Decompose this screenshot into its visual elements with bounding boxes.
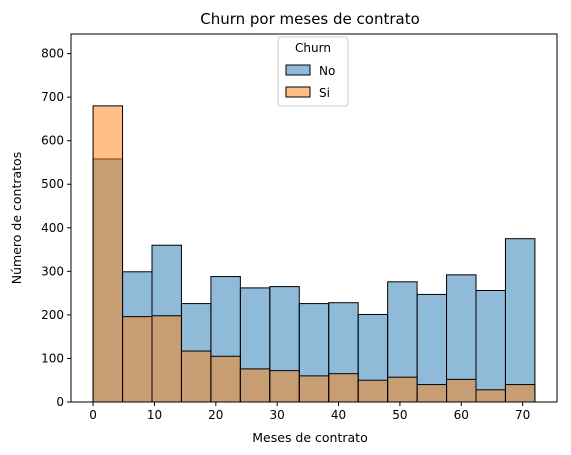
x-tick-label: 10 [147, 408, 162, 422]
bar-si-0 [92, 105, 124, 403]
chart-title: Churn por meses de contrato [200, 10, 420, 28]
bar-si-7 [298, 375, 330, 403]
bar-si-2 [151, 315, 182, 403]
y-axis-title: Número de contratos [9, 152, 24, 284]
y-tick-label: 700 [41, 90, 64, 104]
bar-si-14 [504, 384, 536, 403]
y-tick-label: 100 [41, 351, 64, 365]
bar-si-10 [387, 376, 418, 403]
bar-si-1 [122, 316, 153, 403]
x-tick-label: 70 [515, 408, 530, 422]
bar-si-9 [357, 379, 389, 403]
plot-area [92, 105, 536, 403]
x-axis-title: Meses de contrato [252, 430, 367, 445]
y-tick-label: 400 [41, 221, 64, 235]
legend-label-si: Si [319, 86, 330, 100]
plot-frame [70, 33, 558, 403]
y-tick-label: 800 [41, 47, 64, 61]
bar-si-5 [239, 368, 271, 403]
x-tick-label: 0 [89, 408, 97, 422]
y-tick-label: 600 [41, 134, 64, 148]
bar-no-13 [475, 290, 506, 403]
bar-si-13 [475, 389, 506, 403]
x-tick-label: 30 [270, 408, 285, 422]
bar-si-12 [446, 378, 477, 403]
x-tick-label: 20 [208, 408, 223, 422]
y-tick-label: 500 [41, 177, 64, 191]
legend-swatch-si [285, 86, 311, 98]
bar-si-6 [269, 370, 300, 403]
y-tick-label: 200 [41, 308, 64, 322]
bar-no-11 [416, 293, 448, 403]
x-tick-label: 50 [392, 408, 407, 422]
y-tick-label: 300 [41, 264, 64, 278]
x-tick-label: 40 [331, 408, 346, 422]
legend-swatch-no [285, 64, 311, 76]
x-tick-label: 60 [454, 408, 469, 422]
bar-si-4 [210, 355, 241, 403]
legend: Churn No Si [277, 36, 349, 107]
bar-si-11 [416, 384, 448, 403]
bar-no-14 [504, 238, 536, 403]
legend-label-no: No [319, 64, 335, 78]
legend-title: Churn [295, 41, 331, 55]
x-axis: 0 10 20 30 40 50 60 70 [89, 402, 530, 422]
bar-si-3 [180, 350, 212, 403]
bar-si-8 [328, 373, 359, 403]
y-axis: 0 100 200 300 400 500 600 700 800 [41, 47, 71, 409]
y-tick-label: 0 [56, 395, 64, 409]
